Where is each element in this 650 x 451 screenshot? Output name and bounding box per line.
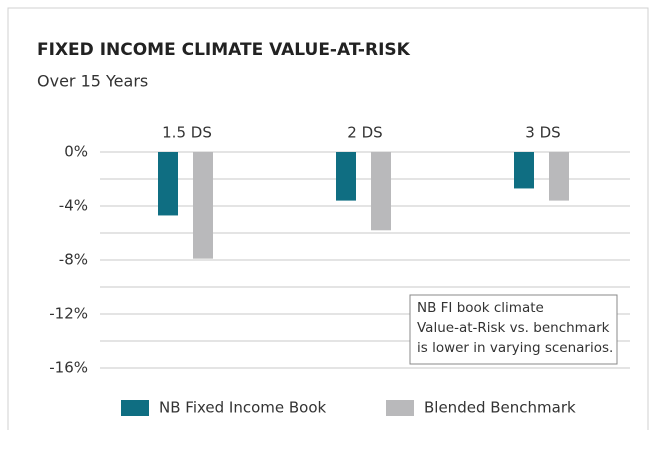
annotation-text: Value-at-Risk vs. benchmark — [417, 320, 610, 336]
x-tick-label: 3 DS — [525, 124, 560, 142]
y-tick-label: 0% — [64, 143, 88, 161]
bar — [336, 152, 356, 201]
bar — [371, 152, 391, 231]
annotation-box — [409, 294, 618, 365]
y-tick-label: -16% — [49, 359, 88, 377]
bar — [193, 152, 213, 259]
bar — [549, 152, 569, 201]
y-tick-label: -12% — [49, 305, 88, 323]
x-tick-label: 2 DS — [347, 124, 382, 142]
chart-subtitle: Over 15 Years — [37, 72, 148, 91]
legend-label: Blended Benchmark — [424, 399, 576, 417]
y-tick-label: -8% — [59, 251, 88, 269]
legend-swatch — [121, 400, 149, 416]
chart-title: FIXED INCOME CLIMATE VALUE-AT-RISK — [37, 40, 411, 60]
annotation-text: is lower in varying scenarios. — [417, 340, 613, 356]
bar — [158, 152, 178, 216]
legend-swatch — [386, 400, 414, 416]
annotation-text: NB FI book climate — [417, 300, 544, 316]
y-tick-label: -4% — [59, 197, 88, 215]
x-tick-label: 1.5 DS — [162, 124, 212, 142]
bar — [514, 152, 534, 189]
frame — [7, 7, 649, 430]
legend-label: NB Fixed Income Book — [159, 399, 327, 417]
